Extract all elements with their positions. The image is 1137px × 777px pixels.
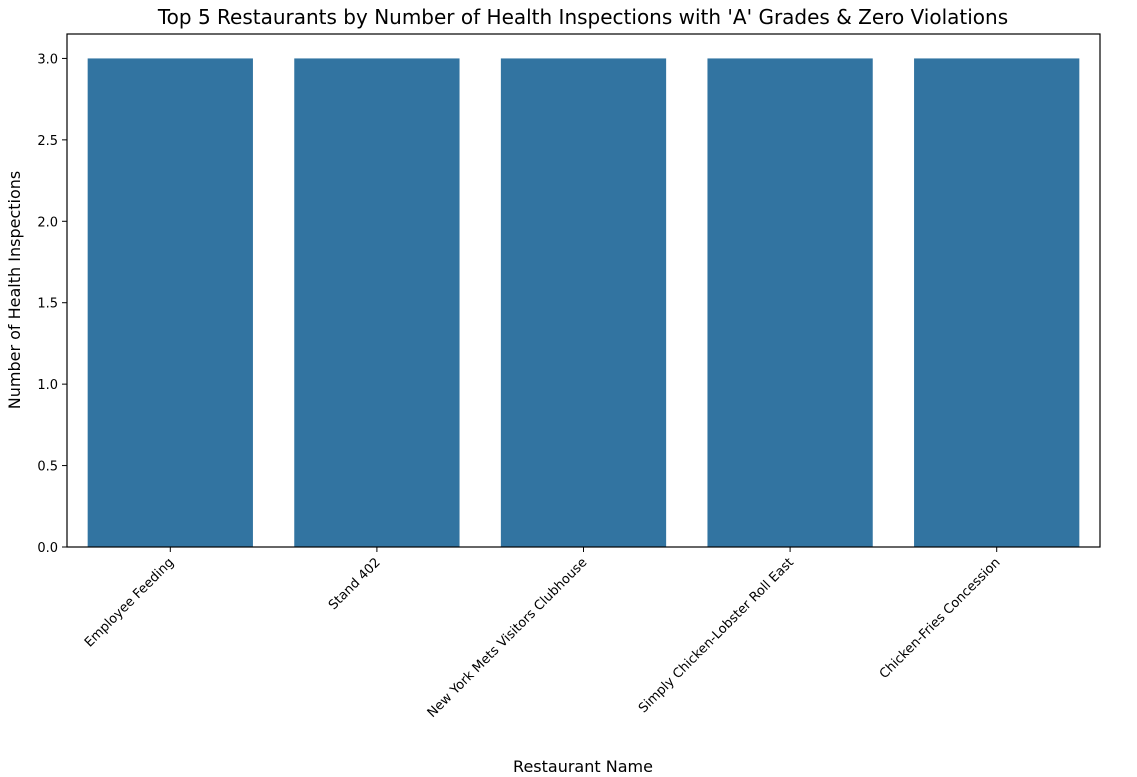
x-axis: Employee Feeding Stand 402 New York Mets V… [82,547,1004,721]
y-tick-label-0: 0.0 [37,541,58,556]
bar-3 [707,58,873,548]
x-tick-label-4: Chicken-Fries Concession [877,555,1004,682]
y-axis: 0.0 0.5 1.0 1.5 2.0 2.5 3.0 [37,52,67,556]
y-axis-label: Number of Health Inspections [5,171,24,409]
y-tick-label-3: 1.5 [37,297,58,312]
x-tick-label-1: Stand 402 [326,555,384,613]
plot-frame [66,33,1101,548]
y-tick-label-2: 1.0 [37,378,58,393]
y-tick-label-6: 3.0 [37,52,58,67]
x-tick-label-2: New York Mets Visitors Clubhouse [425,555,591,721]
y-tick-label-4: 2.0 [37,215,58,230]
bars-group [87,58,1080,548]
bar-2 [500,58,667,548]
bar-1 [294,58,460,548]
x-tick-label-0: Employee Feeding [82,555,177,650]
x-tick-label-3: Simply Chicken-Lobster Roll East [636,555,797,716]
bar-0 [87,58,253,548]
x-axis-label: Restaurant Name [513,757,653,776]
y-tick-label-5: 2.5 [37,134,58,149]
y-tick-label-1: 0.5 [37,460,58,475]
chart-title: Top 5 Restaurants by Number of Health In… [157,5,1008,29]
bar-4 [914,58,1080,548]
